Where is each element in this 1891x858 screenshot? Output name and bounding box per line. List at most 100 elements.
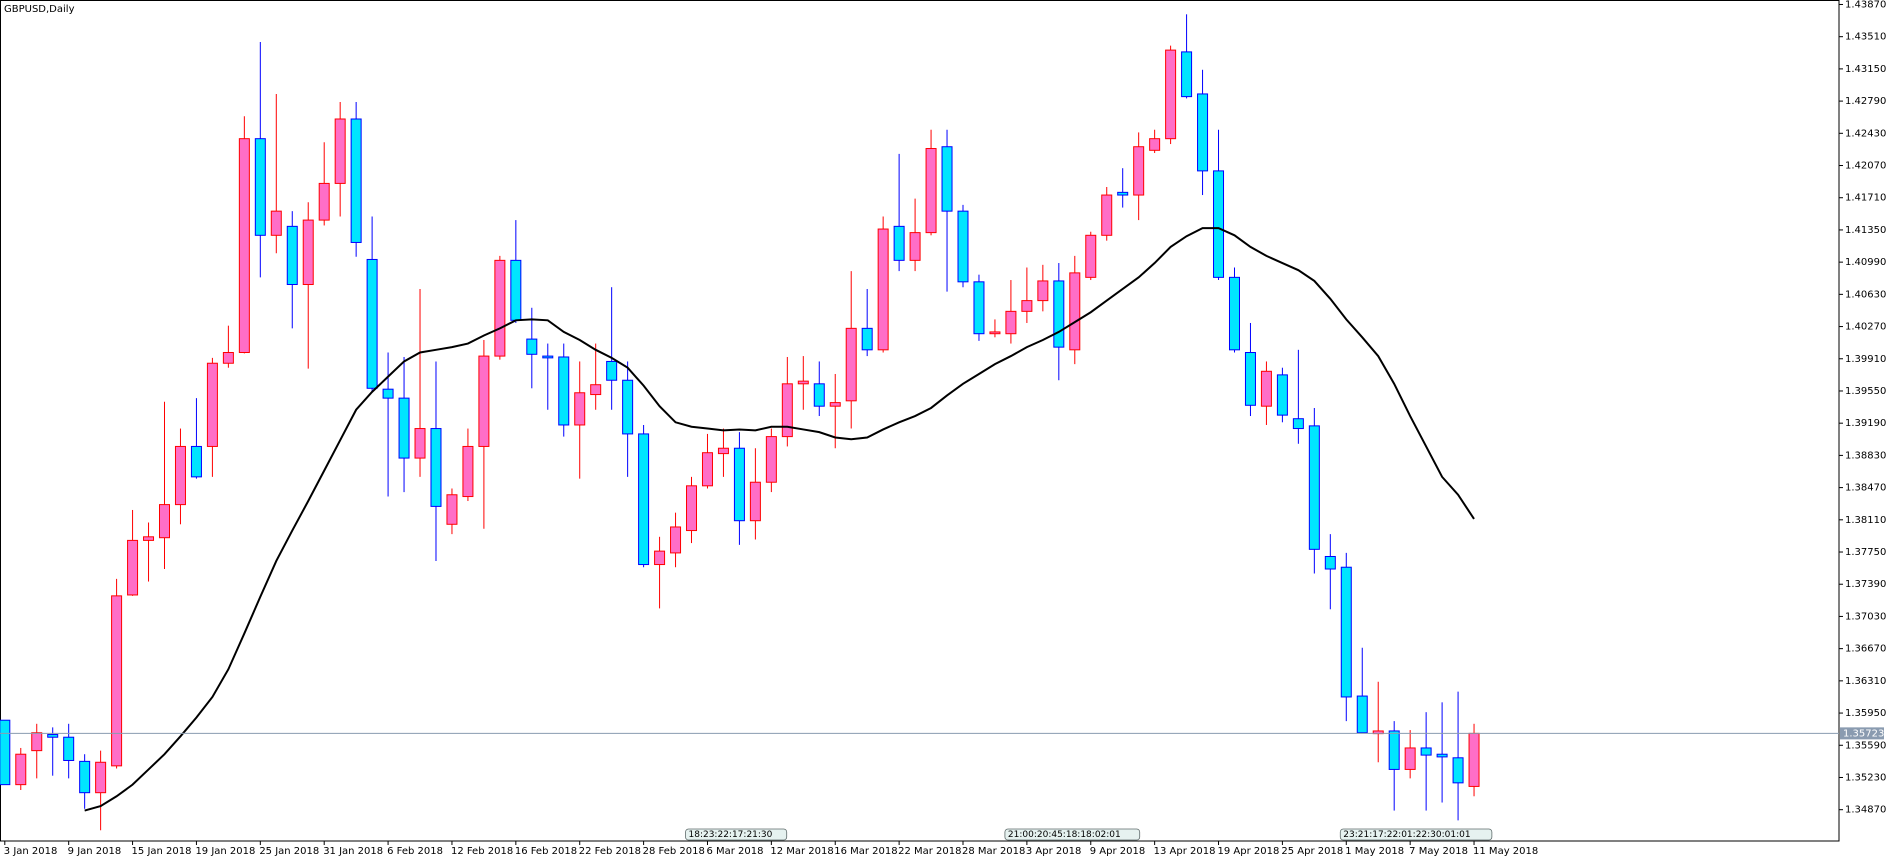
candle-body [717, 447, 729, 455]
y-tick-label: 1.38830 [1845, 450, 1886, 461]
candle-body [957, 210, 969, 283]
y-tick-label: 1.38110 [1845, 515, 1886, 526]
candle-body [1276, 374, 1288, 416]
candle-body [909, 232, 921, 261]
x-tick-label: 19 Apr 2018 [1218, 846, 1280, 857]
candle-body [1133, 146, 1145, 196]
candle-body [1228, 276, 1240, 351]
candle-body [174, 445, 186, 506]
candle-body [973, 281, 985, 335]
candle-body [701, 452, 713, 487]
chart-title: GBPUSD,Daily [4, 4, 75, 15]
candle-body [31, 732, 43, 752]
current-price-label: 1.35723 [1843, 728, 1884, 739]
candle-body [1213, 170, 1225, 278]
candle-body [334, 118, 346, 184]
candle-body [79, 760, 91, 794]
x-tick-label: 28 Mar 2018 [962, 846, 1025, 857]
y-tick-label: 1.34870 [1845, 805, 1886, 816]
y-tick-label: 1.39910 [1845, 354, 1886, 365]
candle-body [0, 719, 11, 786]
candle-body [1452, 757, 1464, 784]
y-tick-label: 1.42430 [1845, 128, 1886, 139]
candle-body [159, 504, 170, 539]
x-tick-label: 31 Jan 2018 [323, 846, 383, 857]
y-tick-label: 1.42790 [1845, 96, 1886, 107]
current-price-box [1840, 727, 1884, 740]
x-tick-label: 6 Feb 2018 [387, 846, 443, 857]
candle-body [733, 447, 745, 522]
y-tick-label: 1.43870 [1845, 0, 1886, 10]
candle-body [1181, 51, 1193, 98]
candle-body [797, 380, 809, 385]
candle-body [989, 331, 1001, 335]
y-tick-label: 1.42070 [1845, 161, 1886, 172]
candle-body [1037, 280, 1049, 302]
plot-area [0, 14, 1839, 831]
candle-body [111, 595, 123, 767]
y-tick-label: 1.41350 [1845, 225, 1886, 236]
candle-body [574, 392, 586, 426]
y-tick-label: 1.40990 [1845, 257, 1886, 268]
x-tick-label: 9 Apr 2018 [1090, 846, 1145, 857]
candle-body [1101, 194, 1113, 236]
candle-body [318, 182, 330, 221]
y-tick-label: 1.43150 [1845, 64, 1886, 75]
event-marker-label: 18:23:22:17:21:30 [689, 830, 773, 840]
candle-body [238, 138, 250, 354]
x-tick-label: 12 Feb 2018 [451, 846, 513, 857]
candle-body [526, 338, 538, 355]
x-tick-label: 19 Jan 2018 [195, 846, 255, 857]
candle-body [430, 428, 442, 507]
candle-body [813, 383, 825, 407]
x-tick-label: 7 May 2018 [1409, 846, 1468, 857]
candle-body [670, 526, 682, 554]
candle-body [478, 355, 490, 447]
candle-body [606, 360, 618, 381]
candle-body [143, 536, 155, 541]
y-tick-label: 1.35950 [1845, 708, 1886, 719]
y-tick-label: 1.35590 [1845, 740, 1886, 751]
candle-body [845, 327, 857, 402]
candle-body [1149, 138, 1161, 151]
event-marker-box [1004, 828, 1141, 841]
candle-body [765, 436, 777, 483]
candle-body [366, 258, 378, 389]
candle-body [350, 118, 362, 243]
x-tick-label: 12 Mar 2018 [770, 846, 833, 857]
x-tick-label: 9 Jan 2018 [68, 846, 122, 857]
y-tick-label: 1.43510 [1845, 32, 1886, 43]
candle-body [63, 736, 75, 761]
y-tick-label: 1.40270 [1845, 322, 1886, 333]
x-tick-label: 11 May 2018 [1473, 846, 1538, 857]
candle-body [749, 481, 761, 522]
candle-body [510, 259, 522, 321]
candle-body [638, 433, 650, 566]
x-tick-label: 15 Jan 2018 [132, 846, 192, 857]
y-tick-label: 1.37750 [1845, 547, 1886, 558]
candle-body [270, 210, 282, 236]
candle-body [654, 550, 666, 566]
candle-body [1005, 310, 1017, 335]
candle-body [877, 228, 889, 351]
candle-body [446, 494, 458, 525]
x-tick-label: 28 Feb 2018 [643, 846, 705, 857]
candle-body [1244, 352, 1256, 406]
x-tick-label: 1 May 2018 [1345, 846, 1404, 857]
candle-body [1324, 555, 1336, 570]
candle-body [398, 397, 410, 459]
y-tick-label: 1.35230 [1845, 772, 1886, 783]
x-tick-label: 22 Feb 2018 [579, 846, 641, 857]
candle-body [462, 445, 474, 498]
candle-body [1260, 370, 1272, 407]
candle-body [558, 356, 570, 426]
event-marker-label: 21:00:20:45:18:18:02:01 [1008, 830, 1121, 840]
y-tick-label: 1.37030 [1845, 611, 1886, 622]
candle-body [47, 734, 59, 738]
candle-body [1468, 732, 1480, 787]
candle-body [15, 753, 27, 786]
candle-body [222, 352, 234, 364]
candle-body [1085, 234, 1097, 278]
y-tick-label: 1.37390 [1845, 579, 1886, 590]
candle-body [829, 402, 841, 407]
